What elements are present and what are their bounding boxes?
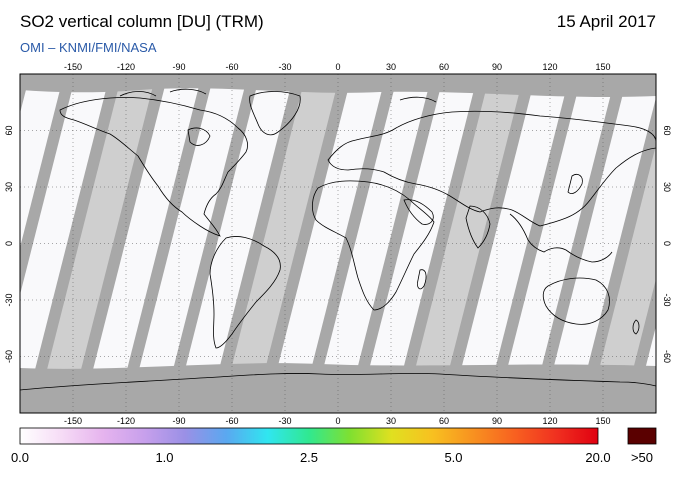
coast-africa bbox=[312, 180, 435, 311]
coast-europe-asia bbox=[327, 110, 656, 227]
lon-tick-label-bottom: 120 bbox=[542, 416, 557, 426]
coast-southeast-asia bbox=[509, 213, 613, 263]
lat-tick-label-right: 30 bbox=[662, 182, 672, 192]
coast-madagascar bbox=[417, 269, 427, 290]
colorbar-label: 1.0 bbox=[155, 450, 173, 465]
swath-strip bbox=[174, 74, 294, 413]
coast-australia bbox=[542, 277, 610, 325]
lat-tick-label-left: 30 bbox=[4, 182, 14, 192]
lat-tick-label-left: 60 bbox=[4, 125, 14, 135]
lon-tick-label-top: 0 bbox=[335, 62, 340, 72]
lon-tick-label-bottom: -30 bbox=[278, 416, 291, 426]
lon-tick-label-bottom: 60 bbox=[439, 416, 449, 426]
lat-tick-label-right: -30 bbox=[662, 293, 672, 306]
map-title: SO2 vertical column [DU] (TRM) bbox=[20, 12, 264, 31]
lon-tick-label-top: -150 bbox=[64, 62, 82, 72]
lon-tick-label-bottom: 90 bbox=[492, 416, 502, 426]
coast-japan bbox=[567, 174, 583, 194]
swath-strip bbox=[266, 74, 386, 413]
coast-india bbox=[465, 205, 491, 249]
map-frame bbox=[19, 73, 657, 414]
coastlines bbox=[20, 88, 656, 391]
swath-strip bbox=[358, 74, 478, 413]
lat-tick-label-left: -60 bbox=[4, 350, 14, 363]
longitude-labels-top: -150 -120 -90 -60 -30 0 30 60 90 120 150 bbox=[64, 62, 611, 72]
colorbar-label: 20.0 bbox=[585, 450, 610, 465]
latitude-labels-left: 60 30 0 -30 -60 bbox=[4, 125, 14, 363]
data-credit: OMI – KNMI/FMI/NASA bbox=[20, 40, 157, 55]
colorbar-label: 5.0 bbox=[444, 450, 462, 465]
antarctic-no-data bbox=[20, 363, 656, 413]
coast-arctic-islands bbox=[119, 88, 437, 103]
swath-strip bbox=[82, 74, 202, 413]
lat-tick-label-right: 60 bbox=[662, 125, 672, 135]
lon-tick-label-bottom: -60 bbox=[225, 416, 238, 426]
lon-tick-label-bottom: 30 bbox=[386, 416, 396, 426]
latitude-labels-right: 60 30 0 -30 -60 bbox=[662, 125, 672, 363]
longitude-labels-bottom: -150 -120 -90 -60 -30 0 30 60 90 120 150 bbox=[64, 416, 611, 426]
coast-new-zealand bbox=[632, 319, 640, 335]
colorbar-overflow-label: >50 bbox=[631, 450, 653, 465]
lon-tick-label-bottom: -90 bbox=[172, 416, 185, 426]
coast-antarctica bbox=[20, 373, 656, 391]
lon-tick-label-bottom: 150 bbox=[595, 416, 610, 426]
colorbar-overflow-swatch bbox=[627, 427, 657, 445]
lon-tick-label-top: 90 bbox=[492, 62, 502, 72]
arctic-no-data bbox=[20, 74, 656, 97]
lon-tick-label-bottom: -120 bbox=[117, 416, 135, 426]
lon-tick-label-top: 60 bbox=[439, 62, 449, 72]
coast-arabia bbox=[403, 199, 434, 225]
colorbar-labels: 0.0 1.0 2.5 5.0 20.0 >50 bbox=[11, 450, 653, 465]
coast-north-america bbox=[59, 97, 248, 237]
swath-strip bbox=[542, 74, 656, 413]
lon-tick-label-top: -120 bbox=[117, 62, 135, 72]
lon-tick-label-top: -60 bbox=[225, 62, 238, 72]
lon-tick-label-top: -30 bbox=[278, 62, 291, 72]
lon-tick-label-top: 120 bbox=[542, 62, 557, 72]
map-area bbox=[20, 74, 656, 413]
lat-tick-label-left: 0 bbox=[4, 241, 14, 246]
lat-tick-label-right: -60 bbox=[662, 350, 672, 363]
lon-tick-label-bottom: 0 bbox=[335, 416, 340, 426]
lon-tick-label-top: 150 bbox=[595, 62, 610, 72]
colorbar-gradient bbox=[19, 427, 599, 445]
map-date: 15 April 2017 bbox=[556, 12, 656, 31]
lon-tick-label-top: -90 bbox=[172, 62, 185, 72]
lat-tick-label-left: -30 bbox=[4, 293, 14, 306]
colorbar-label: 2.5 bbox=[300, 450, 318, 465]
lon-tick-label-bottom: -150 bbox=[64, 416, 82, 426]
swath-strip bbox=[450, 74, 570, 413]
swath-strip bbox=[20, 74, 64, 248]
coast-south-america bbox=[209, 236, 281, 349]
colorbar-label: 0.0 bbox=[11, 450, 29, 465]
coast-hudson-bay bbox=[187, 127, 211, 146]
lon-tick-label-top: 30 bbox=[386, 62, 396, 72]
coast-greenland bbox=[249, 91, 301, 136]
swath-strip bbox=[588, 144, 656, 413]
lat-tick-label-right: 0 bbox=[662, 241, 672, 246]
colorbar: 0.0 1.0 2.5 5.0 20.0 >50 bbox=[11, 427, 657, 465]
